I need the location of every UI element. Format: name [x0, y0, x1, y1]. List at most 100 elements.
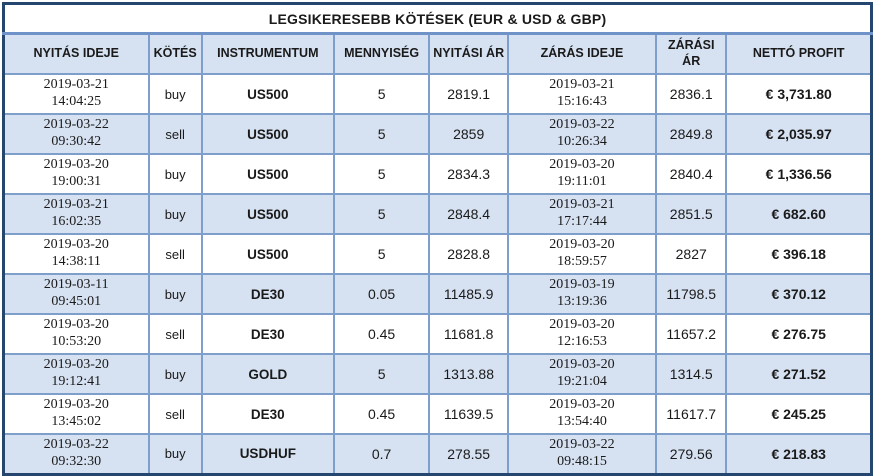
cell-quantity: 0.05: [332, 273, 431, 315]
cell-net-profit: € 2,035.97: [725, 113, 873, 155]
cell-instrument: DE30: [200, 273, 335, 315]
close-time-text: 13:19:36: [557, 294, 607, 309]
cell-instrument: US500: [200, 193, 335, 235]
cell-side: buy: [147, 73, 203, 115]
close-date-text: 2019-03-20: [549, 317, 615, 333]
open-time-text: 09:32:30: [51, 453, 102, 469]
cell-quantity: 5: [332, 353, 431, 395]
table-row: 2019-03-11 09:45:01 buy DE30 0.05 11485.…: [2, 273, 873, 315]
cell-instrument: US500: [200, 153, 335, 195]
close-time-text: 12:16:53: [557, 334, 607, 349]
cell-open-time: 2019-03-20 19:12:41: [2, 353, 150, 395]
table-row: 2019-03-22 09:30:42 sell US500 5 2859 20…: [2, 113, 873, 155]
cell-side: buy: [147, 273, 203, 315]
table-row: 2019-03-20 10:53:20 sell DE30 0.45 11681…: [2, 313, 873, 355]
cell-instrument: US500: [200, 113, 335, 155]
open-time-text: 14:04:25: [51, 94, 102, 109]
cell-instrument: GOLD: [200, 353, 335, 395]
trades-tbody: 2019-03-21 14:04:25 buy US500 5 2819.1 2…: [2, 73, 873, 475]
close-date-text: 2019-03-20: [549, 237, 615, 253]
close-date-text: 2019-03-20: [549, 397, 615, 413]
cell-close-time: 2019-03-21 17:17:44: [506, 193, 657, 235]
open-date-text: 2019-03-20: [43, 357, 109, 373]
column-header-close-price: ZÁRÁSI ÁR: [654, 32, 728, 75]
open-date-text: 2019-03-20: [43, 397, 109, 413]
open-date-text: 2019-03-20: [43, 237, 109, 253]
column-header-open-price: NYITÁSI ÁR: [428, 32, 509, 75]
cell-side: buy: [147, 153, 203, 195]
table-row: 2019-03-21 14:04:25 buy US500 5 2819.1 2…: [2, 73, 873, 115]
cell-instrument: DE30: [200, 313, 335, 355]
cell-close-time: 2019-03-20 12:16:53: [506, 313, 657, 355]
cell-open-price: 1313.88: [428, 353, 509, 395]
close-time-text: 19:21:04: [557, 374, 607, 389]
open-time-text: 09:30:42: [51, 134, 102, 149]
cell-close-price: 2840.4: [654, 153, 728, 195]
cell-close-time: 2019-03-22 09:48:15: [506, 433, 657, 475]
cell-close-time: 2019-03-19 13:19:36: [506, 273, 657, 315]
open-time-text: 19:12:41: [51, 374, 102, 389]
close-date-text: 2019-03-21: [549, 197, 615, 213]
cell-open-price: 2834.3: [428, 153, 509, 195]
cell-instrument: US500: [200, 233, 335, 275]
cell-close-price: 2836.1: [654, 73, 728, 115]
cell-net-profit: € 218.83: [725, 433, 873, 475]
table-title: LEGSIKERESEBB KÖTÉSEK (EUR & USD & GBP): [2, 2, 873, 35]
cell-close-time: 2019-03-20 19:21:04: [506, 353, 657, 395]
close-date-text: 2019-03-20: [549, 357, 615, 373]
cell-close-price: 279.56: [654, 433, 728, 475]
cell-side: sell: [147, 393, 203, 435]
cell-open-price: 2819.1: [428, 73, 509, 115]
close-time-text: 17:17:44: [557, 214, 607, 229]
cell-net-profit: € 271.52: [725, 353, 873, 395]
open-date-text: 2019-03-11: [43, 277, 109, 293]
column-header-side: KÖTÉS: [147, 32, 203, 75]
cell-instrument: USDHUF: [200, 433, 335, 475]
cell-net-profit: € 682.60: [725, 193, 873, 235]
column-header-net-profit: NETTÓ PROFIT: [725, 32, 873, 75]
cell-instrument: US500: [200, 73, 335, 115]
open-date-text: 2019-03-21: [43, 77, 109, 93]
cell-net-profit: € 245.25: [725, 393, 873, 435]
table-row: 2019-03-20 14:38:11 sell US500 5 2828.8 …: [2, 233, 873, 275]
close-date-text: 2019-03-22: [549, 436, 615, 452]
cell-quantity: 0.45: [332, 393, 431, 435]
open-time-text: 19:00:31: [51, 174, 102, 189]
cell-open-price: 11485.9: [428, 273, 509, 315]
cell-open-time: 2019-03-11 09:45:01: [2, 273, 150, 315]
cell-open-price: 2848.4: [428, 193, 509, 235]
cell-close-time: 2019-03-20 19:11:01: [506, 153, 657, 195]
open-time-text: 09:45:01: [51, 294, 102, 309]
open-time-text: 16:02:35: [51, 214, 102, 229]
open-date-text: 2019-03-22: [43, 117, 109, 133]
cell-open-price: 11639.5: [428, 393, 509, 435]
cell-quantity: 0.45: [332, 313, 431, 355]
cell-open-time: 2019-03-21 16:02:35: [2, 193, 150, 235]
open-time-text: 14:38:11: [51, 254, 101, 269]
table-row: 2019-03-20 19:12:41 buy GOLD 5 1313.88 2…: [2, 353, 873, 395]
open-date-text: 2019-03-21: [43, 197, 109, 213]
cell-close-time: 2019-03-22 10:26:34: [506, 113, 657, 155]
close-date-text: 2019-03-20: [549, 157, 615, 173]
cell-close-price: 1314.5: [654, 353, 728, 395]
close-time-text: 18:59:57: [557, 254, 607, 269]
close-date-text: 2019-03-19: [549, 277, 615, 293]
open-date-text: 2019-03-22: [43, 436, 109, 452]
cell-close-price: 11657.2: [654, 313, 728, 355]
close-time-text: 15:16:43: [557, 94, 607, 109]
cell-close-price: 11617.7: [654, 393, 728, 435]
close-date-text: 2019-03-21: [549, 77, 615, 93]
cell-quantity: 5: [332, 153, 431, 195]
cell-side: buy: [147, 353, 203, 395]
cell-open-time: 2019-03-21 14:04:25: [2, 73, 150, 115]
cell-close-time: 2019-03-21 15:16:43: [506, 73, 657, 115]
cell-quantity: 5: [332, 233, 431, 275]
cell-quantity: 5: [332, 113, 431, 155]
cell-open-time: 2019-03-22 09:32:30: [2, 433, 150, 475]
close-time-text: 10:26:34: [557, 134, 607, 149]
cell-quantity: 5: [332, 73, 431, 115]
column-header-close-time: ZÁRÁS IDEJE: [506, 32, 657, 75]
open-time-text: 13:45:02: [51, 414, 102, 429]
cell-close-price: 2827: [654, 233, 728, 275]
